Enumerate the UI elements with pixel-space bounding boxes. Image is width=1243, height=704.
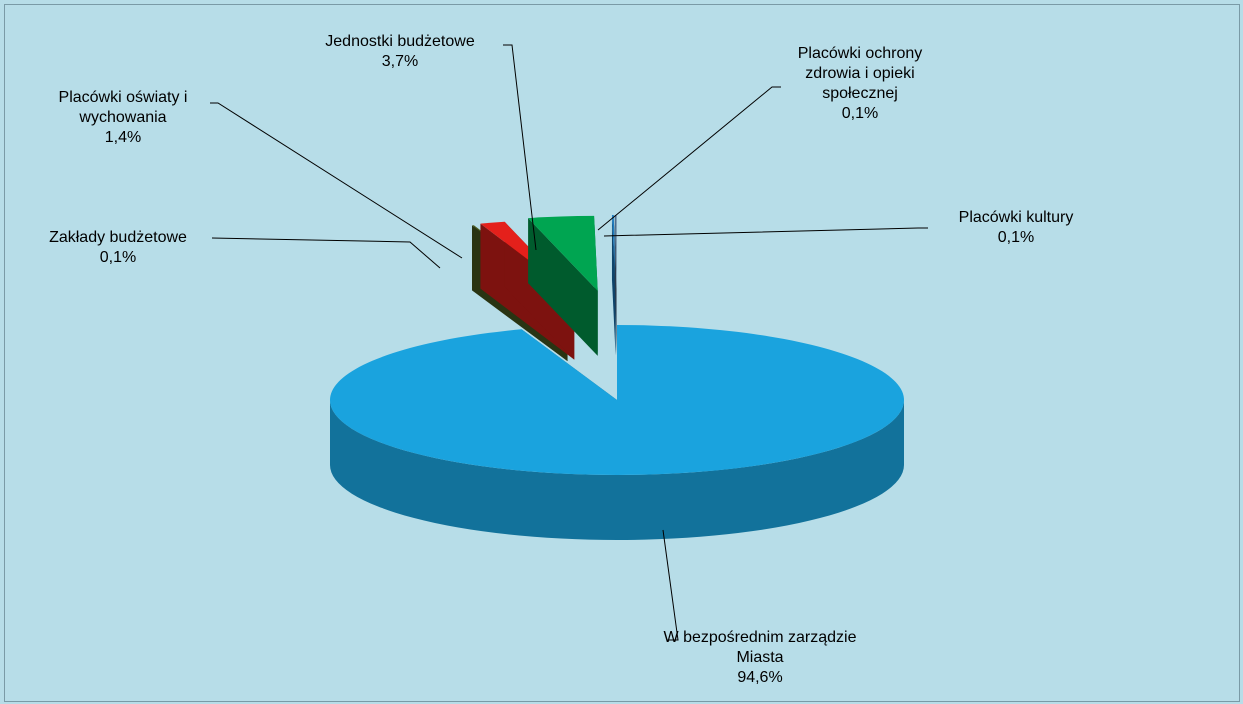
slice-cut-face bbox=[614, 215, 617, 356]
category-label: Placówki ochrony zdrowia i opieki społec… bbox=[797, 45, 923, 102]
slice-label: Placówki kultury 0,1% bbox=[916, 208, 1116, 248]
slice-label: Placówki ochrony zdrowia i opieki społec… bbox=[775, 44, 945, 124]
leader-line bbox=[211, 237, 441, 269]
chart-frame bbox=[4, 4, 1240, 702]
category-label: W bezpośrednim zarządzie Miasta bbox=[663, 629, 857, 666]
category-label: Zakłady budżetowe bbox=[49, 229, 187, 246]
category-label: Placówki kultury bbox=[958, 209, 1074, 226]
slice-label: Zakłady budżetowe 0,1% bbox=[18, 228, 218, 268]
slice-cut-face bbox=[528, 218, 598, 356]
leader-line bbox=[597, 86, 781, 231]
slice-side bbox=[330, 400, 904, 540]
value-label: 3,7% bbox=[381, 53, 419, 70]
category-label: Jednostki budżetowe bbox=[325, 33, 475, 50]
slice bbox=[329, 325, 904, 540]
slice bbox=[614, 215, 617, 291]
slice-label: W bezpośrednim zarządzie Miasta 94,6% bbox=[660, 628, 860, 688]
value-label: 0,1% bbox=[997, 229, 1035, 246]
leader-line bbox=[603, 227, 928, 237]
slice bbox=[611, 215, 616, 356]
slice-label: Placówki oświaty i wychowania 1,4% bbox=[28, 88, 218, 148]
pie bbox=[329, 215, 904, 540]
leader-line bbox=[210, 102, 463, 259]
slice bbox=[528, 215, 598, 356]
value-label: 1,4% bbox=[104, 129, 142, 146]
slice-label: Jednostki budżetowe 3,7% bbox=[290, 32, 510, 72]
leader-line bbox=[503, 44, 537, 251]
slice-cut-face bbox=[611, 215, 616, 356]
slice bbox=[614, 215, 617, 356]
value-label: 0,1% bbox=[841, 105, 879, 122]
leader-line bbox=[662, 529, 679, 641]
value-label: 0,1% bbox=[99, 249, 137, 266]
slice bbox=[528, 215, 598, 291]
value-label: 94,6% bbox=[737, 669, 783, 686]
category-label: Placówki oświaty i wychowania bbox=[58, 89, 188, 126]
slice bbox=[611, 215, 616, 291]
slice bbox=[329, 325, 904, 476]
